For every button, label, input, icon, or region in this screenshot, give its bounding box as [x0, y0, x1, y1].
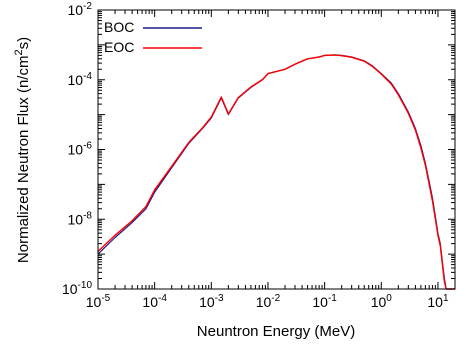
x-tick-label-exp: -1: [328, 293, 337, 304]
x-tick-label-exp: -3: [215, 293, 224, 304]
x-tick-label-base: 10: [312, 294, 328, 310]
x-tick-label-exp: -5: [101, 293, 110, 304]
y-tick-label: 10-2: [68, 1, 93, 18]
y-axis-title-tail: s): [15, 37, 32, 50]
y-tick-label-base: 10: [68, 72, 84, 88]
y-tick-label-exp: -4: [83, 71, 92, 82]
y-tick-label: 10-8: [68, 210, 93, 227]
tick-labels: 10-5 10-4 10-3 10-2 10-1 100 10110-1010-810-61…: [62, 1, 456, 310]
x-tick-label-base: 10: [256, 294, 272, 310]
y-tick-label-base: 10: [68, 142, 84, 158]
x-tick-label-base: 10: [86, 294, 102, 310]
x-tick-label: 100: [371, 293, 393, 310]
x-tick-label-base: 10: [427, 294, 443, 310]
x-tick-label: 10-2: [256, 293, 281, 310]
x-axis-title: Neuntron Energy (MeV): [197, 323, 355, 340]
x-tick-label-base: 10: [371, 294, 387, 310]
y-tick-label-base: 10: [62, 281, 78, 297]
legend-label-eoc: EOC: [104, 39, 134, 55]
y-axis-title-sup: 2: [13, 49, 25, 55]
y-tick-label-exp: -10: [78, 280, 93, 291]
y-tick-label-base: 10: [68, 211, 84, 227]
x-tick-label-base: 10: [199, 294, 215, 310]
x-tick-label: 10-3: [199, 293, 224, 310]
x-tick-label-exp: 0: [386, 293, 392, 304]
y-tick-label: 10-6: [68, 141, 93, 158]
x-tick-label-exp: -4: [158, 293, 167, 304]
x-tick-label-exp: -2: [271, 293, 280, 304]
y-tick-label: 10-10: [62, 280, 92, 297]
y-tick-label: 10-4: [68, 71, 93, 88]
x-tick-label: 101: [427, 293, 449, 310]
y-tick-label-base: 10: [68, 2, 84, 18]
legend: BOC EOC: [104, 19, 202, 55]
x-tick-label-base: 10: [142, 294, 158, 310]
x-tick-label: 10-1: [312, 293, 337, 310]
x-tick-label: 10-5: [86, 293, 111, 310]
y-axis-title-main: Normalized Neutron Flux (n/cm: [15, 56, 32, 264]
x-tick-label: 10-4: [142, 293, 167, 310]
x-tick-label-exp: 1: [443, 293, 449, 304]
y-tick-label-exp: -6: [83, 141, 92, 152]
y-axis-title: Normalized Neutron Flux (n/cm2s): [13, 37, 32, 263]
plot-area: [97, 54, 455, 290]
y-tick-label-exp: -2: [83, 1, 92, 12]
plot-frame: [97, 9, 456, 290]
y-tick-label-exp: -8: [83, 210, 92, 221]
series-line-eoc: [97, 54, 455, 290]
series-line-boc: [97, 54, 455, 290]
legend-label-boc: BOC: [104, 19, 134, 35]
